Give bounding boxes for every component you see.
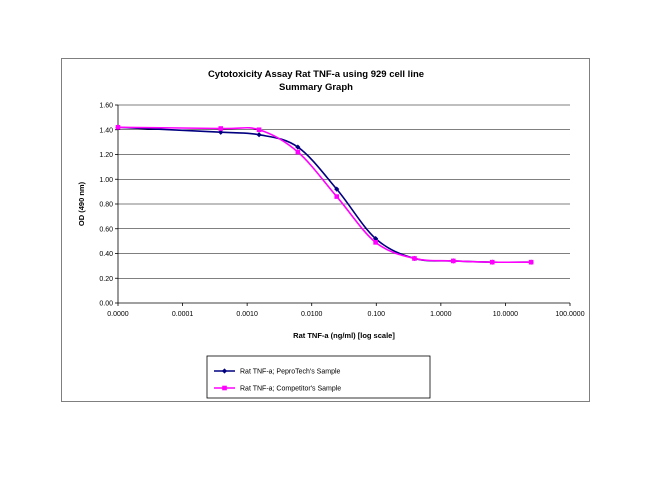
data-point-series-2 [528, 259, 534, 265]
x-tick-label: 0.0100 [301, 311, 323, 318]
x-tick-label: 0.0000 [107, 311, 129, 318]
legend-items: Rat TNF-a; PeproTech's Sample Rat TNF-a; … [214, 368, 341, 393]
y-tick-label: 0.00 [99, 301, 113, 308]
legend-marker-1 [221, 368, 228, 374]
y-tick-label: 1.00 [99, 177, 113, 184]
y-tick-label: 0.60 [99, 226, 113, 233]
data-point-series-2 [115, 124, 121, 130]
data-point-series-2 [256, 127, 262, 133]
x-tick-label: 10.0000 [493, 311, 518, 318]
x-tick-label: 1.0000 [430, 311, 452, 318]
x-tick-label: 100.0000 [555, 311, 584, 318]
data-point-series-1 [373, 236, 379, 242]
y-tick-label: 1.20 [99, 152, 113, 159]
legend-box [206, 355, 431, 399]
data-point-series-2 [295, 149, 301, 155]
data-point-series-1 [295, 144, 301, 150]
data-point-series-2 [334, 194, 340, 199]
chart-title: Cytotoxicity Assay Rat TNF-a using 929 c… [208, 69, 424, 80]
legend-marker-2 [222, 385, 227, 391]
chart-svg: Cytotoxicity Assay Rat TNF-a using 929 c… [77, 69, 585, 399]
data-point-series-2 [373, 240, 378, 245]
x-tick-label: 0.0001 [172, 311, 194, 318]
data-point-series-2 [489, 259, 495, 265]
chart-subtitle: Summary Graph [279, 82, 353, 93]
series-line-2 [117, 126, 532, 264]
legend-label-2: Rat TNF-a; Competitor's Sample [240, 386, 341, 393]
y-tick-label: 1.60 [99, 103, 113, 110]
chart-area: Cytotoxicity Assay Rat TNF-a using 929 c… [61, 58, 590, 402]
y-tick-label: 0.40 [99, 251, 113, 258]
y-axis-label: OD (490 nm) [77, 181, 86, 226]
x-tick-label: 0.0010 [236, 311, 258, 318]
series-layer [115, 124, 534, 265]
legend: Rat TNF-a; PeproTech's Sample Rat TNF-a; … [206, 355, 431, 399]
data-point-series-1 [218, 129, 224, 135]
data-point-series-2 [451, 258, 456, 264]
x-tick-label: 0.100 [368, 311, 386, 318]
y-tick-label: 1.40 [99, 127, 113, 134]
gridlines [118, 104, 570, 279]
y-tick-label: 0.80 [99, 202, 113, 209]
data-point-series-1 [334, 186, 340, 192]
y-tick-label: 0.20 [99, 276, 113, 283]
data-point-series-2 [412, 256, 417, 261]
data-point-series-2 [218, 126, 224, 131]
x-axis-label: Rat TNF-a (ng/ml) [log scale] [293, 331, 395, 340]
legend-label-1: Rat TNF-a; PeproTech's Sample [240, 369, 341, 376]
axes: 0.00 0.20 0.40 0.60 0.80 1.00 1.20 1.40 1.60 0.00… [99, 103, 584, 319]
